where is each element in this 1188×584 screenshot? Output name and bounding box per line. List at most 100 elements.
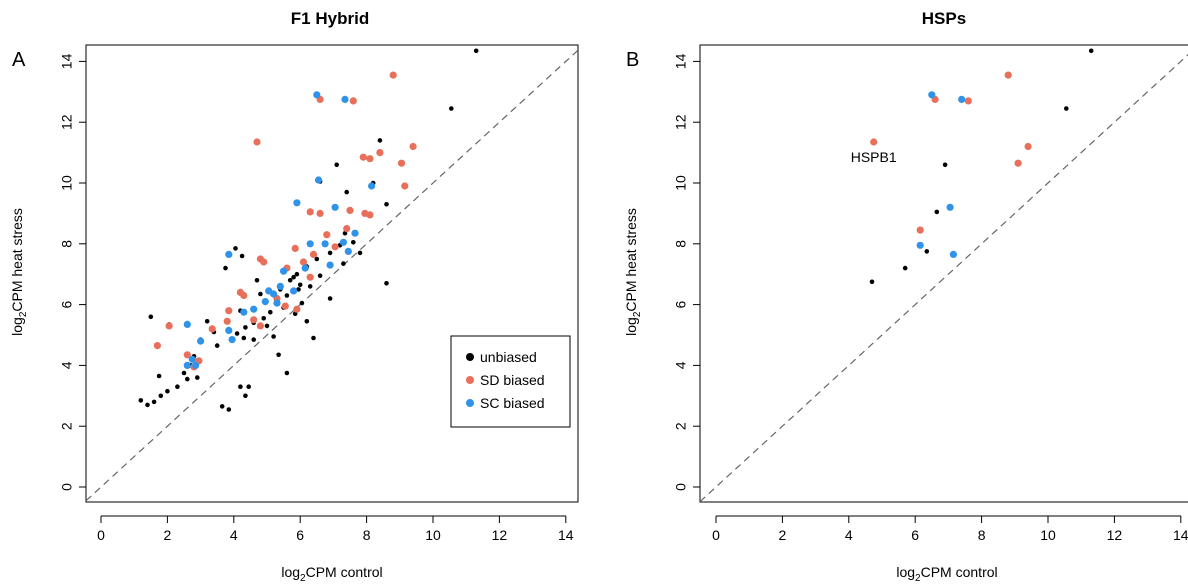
data-point-sc-biased [273, 299, 281, 307]
y-tick-label: 8 [59, 240, 75, 248]
data-point-unbiased [175, 384, 180, 390]
data-point-unbiased [327, 250, 333, 256]
y-tick-label: 6 [59, 300, 75, 308]
annotations-layer: HSPB1 [851, 149, 897, 165]
reference-diagonal [699, 53, 1188, 503]
data-point-unbiased [276, 352, 281, 358]
x-tick-label: 2 [779, 527, 787, 543]
data-point-unbiased [251, 337, 256, 342]
data-point-unbiased [304, 319, 310, 324]
data-point-unbiased [165, 388, 170, 394]
data-point-unbiased [264, 323, 270, 329]
data-point-sd-biased [349, 97, 357, 105]
data-point-unbiased [258, 291, 263, 297]
data-point-sc-biased [306, 240, 314, 248]
annotation-label: HSPB1 [851, 149, 897, 165]
data-point-sc-biased [290, 287, 298, 295]
data-point-unbiased [271, 334, 276, 339]
y-tick-label: 10 [59, 175, 75, 191]
y-axis: 0 2 4 6 8 10 12 14 [59, 53, 87, 491]
data-point-sd-biased [256, 322, 264, 330]
data-point-sd-biased [316, 209, 324, 217]
data-point-sc-biased [228, 336, 236, 344]
data-point-unbiased [233, 246, 238, 251]
data-point-sc-biased [313, 91, 321, 99]
data-point-sd-biased [293, 305, 301, 313]
data-point-sd-biased [401, 182, 409, 190]
chart-title: HSPs [922, 9, 966, 28]
data-point-sc-biased [928, 91, 936, 99]
data-point-sd-biased [299, 258, 308, 266]
data-point-unbiased [241, 335, 247, 341]
x-tick-label: 4 [845, 527, 853, 543]
plot-frame [699, 44, 1188, 503]
data-point-unbiased [181, 370, 187, 376]
data-point-unbiased [314, 256, 320, 262]
data-point-unbiased [341, 261, 346, 266]
y-tick-label: 8 [673, 240, 689, 248]
data-point-unbiased [185, 376, 190, 382]
data-point-unbiased [195, 375, 200, 380]
y-axis-label: log2CPM heat stress [9, 208, 29, 336]
data-point-unbiased [214, 343, 220, 348]
data-point-unbiased [327, 296, 333, 301]
data-point-unbiased [924, 249, 930, 254]
x-axis-label: log2CPM control [281, 564, 382, 584]
data-point-sd-biased [359, 153, 367, 161]
data-point-unbiased [261, 316, 267, 321]
data-point-unbiased [254, 278, 260, 283]
data-point-sc-biased [261, 298, 269, 306]
data-point-sd-biased [309, 250, 318, 258]
x-tick-label: 10 [425, 527, 441, 543]
data-point-unbiased [223, 265, 228, 271]
data-point-sd-biased [183, 351, 191, 359]
legend-label-sc-biased: SC biased [480, 395, 545, 411]
x-tick-label: 14 [1173, 527, 1188, 543]
data-point-unbiased [317, 273, 323, 279]
data-point-unbiased [287, 278, 293, 283]
data-point-sd-biased [366, 155, 374, 163]
legend-label-sd-biased: SD biased [480, 372, 545, 388]
data-point-sd-biased [389, 71, 397, 79]
data-point-unbiased [291, 274, 296, 280]
data-point-sd-biased [256, 255, 264, 263]
data-point-sd-biased [1014, 159, 1022, 167]
y-tick-label: 12 [673, 114, 689, 130]
data-point-sc-biased [326, 261, 334, 269]
data-point-sd-biased [916, 226, 924, 234]
data-point-unbiased [377, 138, 383, 143]
data-point-sd-biased [165, 322, 173, 330]
data-point-sd-biased [208, 325, 216, 333]
data-point-sd-biased [306, 208, 314, 216]
data-point-sd-biased [376, 149, 384, 157]
y-tick-label: 14 [59, 53, 75, 69]
x-tick-label: 6 [296, 527, 304, 543]
x-tick-label: 0 [712, 527, 720, 543]
data-point-sc-biased [341, 95, 349, 103]
x-tick-label: 0 [97, 527, 105, 543]
data-point-unbiased [296, 287, 301, 292]
data-point-sd-biased [343, 225, 351, 233]
data-point-unbiased [297, 282, 303, 288]
data-point-unbiased [243, 393, 248, 399]
data-point-sd-biased [366, 211, 374, 219]
data-point-unbiased [158, 393, 164, 399]
data-point-unbiased [902, 265, 908, 271]
data-point-unbiased [243, 325, 248, 330]
chart-title: F1 Hybrid [291, 9, 369, 28]
data-point-sd-biased [250, 316, 258, 324]
x-tick-label: 12 [492, 527, 508, 543]
data-point-unbiased [151, 399, 157, 405]
x-tick-label: 6 [911, 527, 919, 543]
data-point-sd-biased [223, 317, 231, 325]
data-point-sd-biased [323, 231, 331, 239]
data-point-sc-biased [183, 320, 191, 328]
x-tick-label: 8 [363, 527, 371, 543]
data-point-sc-biased [314, 176, 323, 184]
data-point-sc-biased [265, 287, 273, 295]
data-point-unbiased [284, 370, 290, 376]
data-point-unbiased [234, 331, 240, 336]
points-layer [869, 48, 1094, 285]
data-point-unbiased [226, 407, 232, 412]
